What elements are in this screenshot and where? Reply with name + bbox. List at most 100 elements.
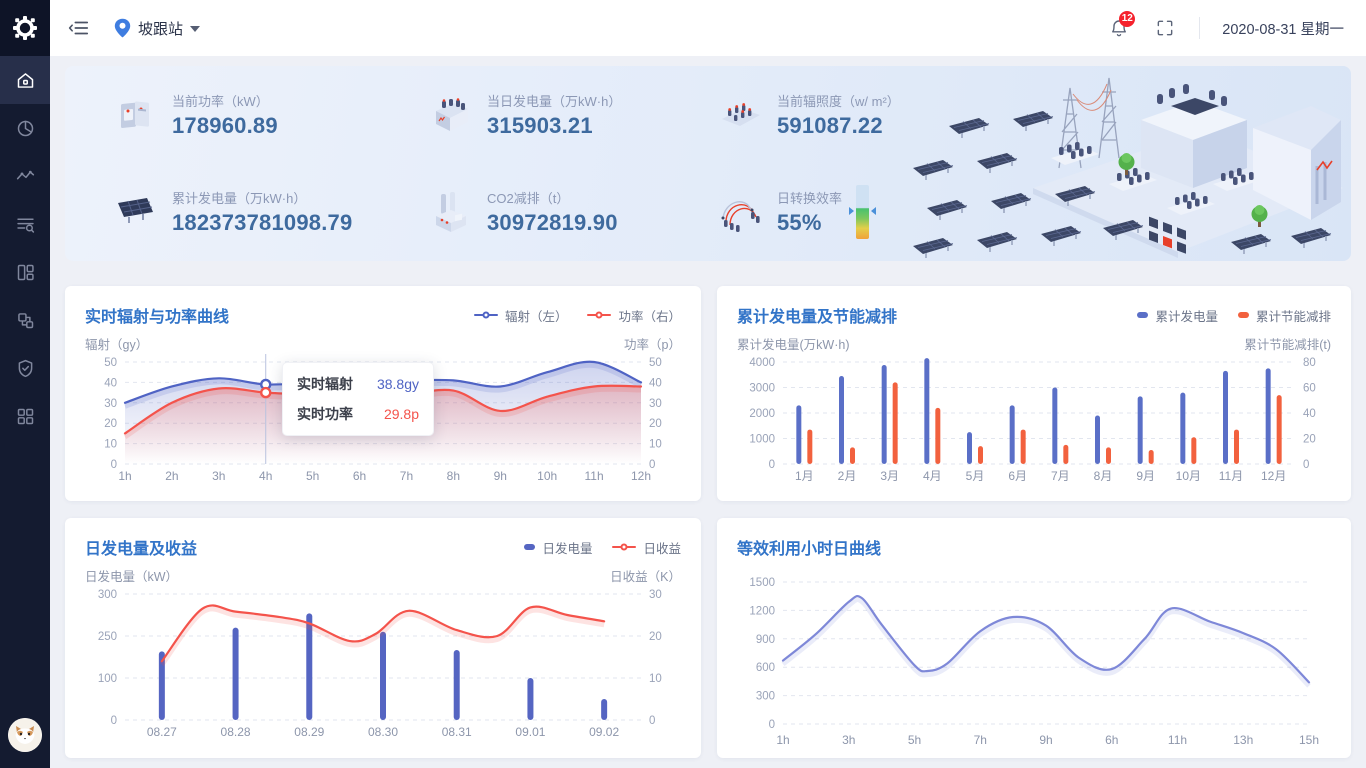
chart-title: 日发电量及收益 — [85, 541, 198, 558]
svg-text:300: 300 — [756, 691, 775, 703]
plant-illustration — [913, 77, 1343, 258]
y-axis-unit-left: 累计发电量(万kW·h) — [737, 338, 850, 352]
cumulative-generation-chart[interactable]: 0 0 1000 20 2000 40 3000 60 4000 80 1月 2月 3月 4月 5月 6月 7月… — [737, 354, 1331, 486]
sidebar-item-topology[interactable] — [0, 296, 50, 344]
svg-text:6月: 6月 — [1008, 469, 1027, 483]
svg-text:1200: 1200 — [749, 605, 775, 617]
chart-legend: 辐射（左） 功率（右） — [473, 306, 681, 325]
kpi-label: 当日发电量（万kW·h） — [487, 93, 622, 109]
legend-item-辐射（左）[interactable]: 辐射（左） — [473, 306, 568, 325]
svg-text:0: 0 — [1303, 459, 1309, 471]
svg-text:0: 0 — [769, 459, 775, 471]
legend-square-marker — [1137, 312, 1149, 318]
legend-item-累计发电量[interactable]: 累计发电量 — [1137, 306, 1218, 325]
svg-text:10h: 10h — [537, 469, 557, 483]
svg-text:10: 10 — [649, 673, 662, 685]
svg-text:8h: 8h — [447, 469, 460, 483]
fullscreen-button[interactable] — [1155, 18, 1175, 38]
svg-text:60: 60 — [1303, 383, 1316, 395]
svg-text:11月: 11月 — [1219, 469, 1243, 483]
sidebar-item-safety[interactable] — [0, 344, 50, 392]
sidebar-item-apps[interactable] — [0, 392, 50, 440]
svg-text:2000: 2000 — [749, 408, 775, 420]
legend-item-功率（右）[interactable]: 功率（右） — [587, 306, 681, 325]
kpi-label: 累计发电量（万kW·h） — [172, 191, 307, 207]
user-avatar[interactable] — [8, 718, 42, 752]
location-pin-icon — [114, 18, 131, 38]
chart-legend: 累计发电量 累计节能减排 — [1137, 306, 1331, 325]
current-date: 2020-08-31 星期一 — [1222, 21, 1344, 38]
kpi-banner: 当前功率（kW） 178960.89 — [65, 66, 1351, 261]
svg-text:10月: 10月 — [1176, 469, 1201, 483]
top-header: 坡跟站 12 2020-08-31 星期一 — [50, 0, 1366, 56]
caret-down-icon — [190, 26, 201, 32]
legend-label: 辐射（左） — [504, 309, 568, 324]
panel-daily-generation-revenue: 日发电量及收益 日发电量 日收益 日发电量（kW） 日收益（K） 0 0 100 10 2… — [65, 518, 701, 758]
fullscreen-icon — [1157, 20, 1173, 36]
svg-text:08.30: 08.30 — [368, 725, 398, 739]
legend-label: 日收益 — [643, 541, 681, 556]
svg-text:7月: 7月 — [1051, 469, 1070, 483]
svg-text:0: 0 — [769, 719, 775, 731]
charts-grid: 实时辐射与功率曲线 辐射（左） 功率（右） 辐射（gy） 功率（p） 0 0 10 10… — [65, 286, 1351, 758]
legend-square-marker — [1237, 312, 1249, 318]
svg-text:3000: 3000 — [749, 383, 775, 395]
legend-line-circle-marker — [612, 543, 637, 551]
legend-item-累计节能减排[interactable]: 累计节能减排 — [1237, 306, 1331, 325]
kpi-value: 55% — [777, 210, 822, 236]
menu-collapse-icon[interactable] — [68, 17, 90, 39]
legend-square-marker — [524, 544, 536, 550]
y-axis-unit-right: 累计节能减排(t) — [1244, 338, 1331, 352]
svg-text:1000: 1000 — [749, 434, 775, 446]
station-selector[interactable]: 坡跟站 — [114, 18, 201, 39]
svg-text:600: 600 — [756, 662, 775, 674]
chart-legend: 日发电量 日收益 — [524, 538, 681, 557]
kpi-label: CO2减排（t） — [487, 191, 570, 207]
solar-array-icon — [722, 102, 760, 126]
equivalent-hours-chart[interactable]: 0 300 600 900 1200 1500 1h 3h 5h 7h 9h 6h 11h 13h 15h — [737, 570, 1331, 750]
panel-equivalent-hours: 等效利用小时日曲线 0 300 600 900 1200 1500 1h 3h 5h 7h 9h 6h… — [717, 518, 1351, 758]
svg-text:09.01: 09.01 — [515, 725, 545, 739]
activity-icon — [16, 170, 34, 179]
svg-text:10: 10 — [104, 439, 117, 451]
svg-text:900: 900 — [756, 634, 775, 646]
legend-item-日收益[interactable]: 日收益 — [612, 538, 681, 557]
svg-text:08.27: 08.27 — [147, 725, 177, 739]
factory-icon — [436, 192, 466, 233]
gear-logo-icon[interactable] — [0, 0, 50, 56]
legend-label: 累计节能减排 — [1255, 309, 1331, 324]
svg-text:5h: 5h — [908, 733, 921, 747]
svg-text:3h: 3h — [842, 733, 855, 747]
svg-text:0: 0 — [111, 715, 117, 727]
kpi-value: 315903.21 — [487, 112, 593, 138]
pie-chart-icon — [17, 120, 33, 136]
svg-text:7h: 7h — [400, 469, 413, 483]
svg-text:0: 0 — [649, 715, 655, 727]
header-divider — [1199, 17, 1201, 39]
svg-text:50: 50 — [649, 357, 662, 369]
svg-text:08.29: 08.29 — [294, 725, 324, 739]
sidebar-item-analytics[interactable] — [0, 104, 50, 152]
tooltip-label: 实时辐射 — [297, 376, 353, 392]
daily-generation-revenue-chart[interactable]: 0 0 100 10 250 20 300 30 08.27 08.28 08.29 08.30 08.… — [85, 586, 681, 742]
svg-text:40: 40 — [104, 377, 117, 389]
sidebar-item-devices[interactable] — [0, 248, 50, 296]
svg-text:250: 250 — [98, 631, 117, 643]
svg-text:1h: 1h — [118, 469, 131, 483]
kpi-value: 591087.22 — [777, 112, 883, 138]
sidebar-item-monitor[interactable] — [0, 152, 50, 200]
notifications-button[interactable]: 12 — [1109, 10, 1136, 39]
sidebar-item-home[interactable] — [0, 56, 50, 104]
kpi-value: 178960.89 — [172, 112, 278, 138]
legend-item-日发电量[interactable]: 日发电量 — [524, 538, 592, 557]
power-cabinet-icon — [121, 101, 149, 128]
kpi-value: 182373781098.79 — [172, 210, 353, 236]
layout-icon — [17, 264, 34, 280]
chart-title: 等效利用小时日曲线 — [737, 541, 882, 558]
svg-text:12月: 12月 — [1261, 469, 1286, 483]
sidebar-item-reports[interactable] — [0, 200, 50, 248]
svg-text:2h: 2h — [165, 469, 178, 483]
y-axis-unit-right: 日收益（K） — [610, 570, 681, 584]
svg-text:1500: 1500 — [749, 577, 775, 589]
